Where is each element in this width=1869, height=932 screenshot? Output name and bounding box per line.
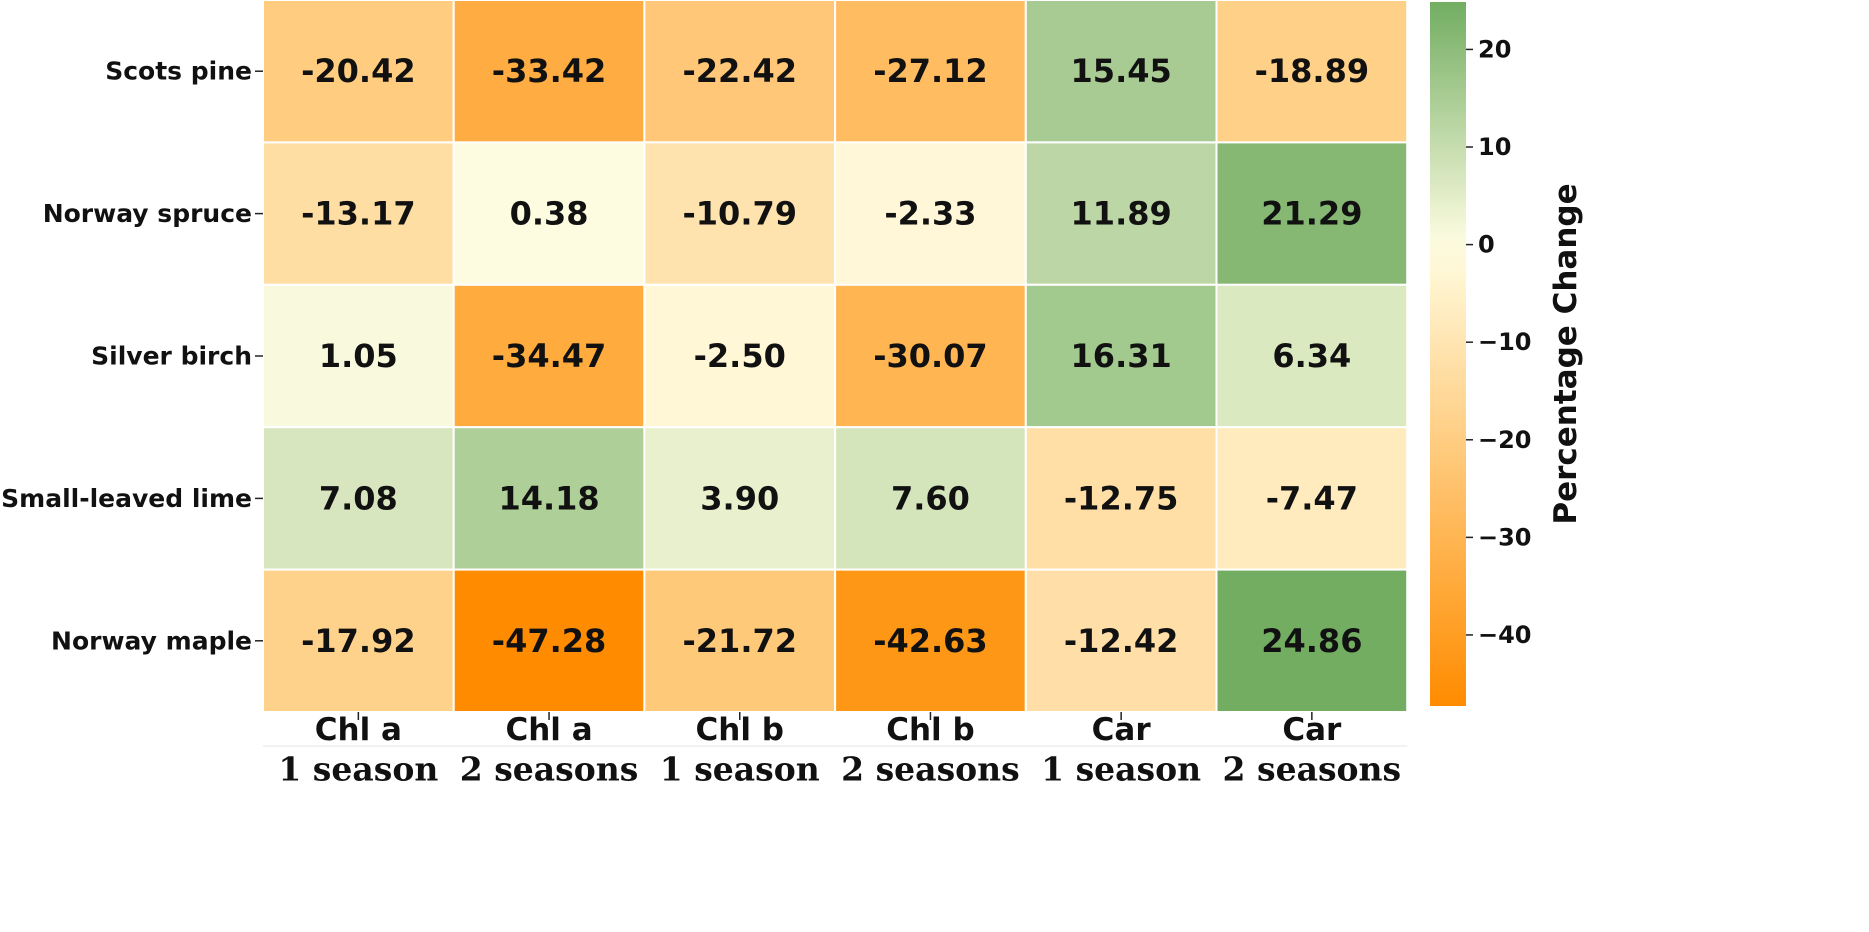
cell-value-label: -12.75: [1064, 479, 1179, 517]
heatmap-cell-r2-c2: [643, 283, 837, 429]
heatmap-cells: -20.42 -33.42 -22.42 -27.12 15.45 -18.89 -13.1…: [262, 0, 1409, 713]
cell-value-label: 1.05: [319, 337, 398, 375]
column-label-bottom: 2 seasons: [841, 750, 1020, 789]
colorbar-tick-label: −40: [1478, 621, 1532, 649]
heatmap-cell-r3-c4: [1024, 426, 1218, 571]
heatmap-cell-r4-c0: [262, 568, 455, 713]
heatmap-cell-r3-c2: [643, 426, 837, 571]
cell-value-label: 7.60: [891, 479, 970, 517]
heatmap-cell-r0-c3: [834, 0, 1027, 144]
cell-value-label: 21.29: [1261, 195, 1362, 233]
cell-value-label: 3.90: [700, 479, 779, 517]
cell-value-label: 16.31: [1071, 337, 1172, 375]
row-labels: Scots pine Norway spruce Silver birch Small…: [1, 57, 263, 655]
heatmap-cell-r1-c1: [452, 141, 646, 286]
cell-value-label: -30.07: [873, 337, 988, 375]
cell-value-label: -10.79: [683, 195, 798, 233]
cell-value-label: 7.08: [319, 479, 398, 517]
colorbar-gradient: [1430, 2, 1466, 706]
cell-value-label: -20.42: [301, 52, 416, 90]
heatmap-cell-r0-c2: [643, 0, 837, 144]
heatmap-cell-r1-c5: [1215, 141, 1409, 286]
heatmap-cell-r2-c3: [834, 283, 1027, 429]
column-label-top: Car: [1092, 712, 1152, 748]
column-label-top: Chl a: [315, 712, 402, 748]
cell-value-label: -7.47: [1266, 479, 1358, 517]
cell-value-label: -33.42: [492, 52, 607, 90]
heatmap-cell-r2-c4: [1024, 283, 1218, 429]
column-label-top: Chl b: [886, 712, 974, 748]
cell-value-label: -18.89: [1255, 52, 1370, 90]
colorbar: 20 10 0 −10 −20 −30 −40 Percentage Change: [1430, 2, 1584, 706]
column-label-bottom: 1 season: [1041, 750, 1201, 789]
row-label-norway-maple: Norway maple: [51, 626, 252, 655]
column-label-bottom: 1 season: [660, 750, 820, 789]
cell-value-label: 6.34: [1272, 337, 1351, 375]
heatmap-cell-r4-c2: [643, 568, 837, 713]
cell-value-label: -13.17: [301, 195, 416, 233]
cell-value-label: 11.89: [1071, 195, 1172, 233]
heatmap-cell-r1-c2: [643, 141, 837, 286]
cell-value-label: -47.28: [492, 622, 607, 660]
heatmap-cell-r0-c4: [1024, 0, 1218, 144]
cell-value-label: -27.12: [873, 52, 988, 90]
cell-value-label: 15.45: [1071, 52, 1172, 90]
colorbar-tick-label: −10: [1478, 328, 1532, 356]
heatmap-cell-r4-c1: [452, 568, 646, 713]
cell-value-label: -17.92: [301, 622, 416, 660]
column-label-top: Chl b: [696, 712, 784, 748]
row-label-norway-spruce: Norway spruce: [43, 199, 252, 228]
cell-value-label: -2.33: [884, 195, 976, 233]
cell-value-label: -42.63: [873, 622, 988, 660]
cell-value-label: -22.42: [683, 52, 798, 90]
row-label-scots-pine: Scots pine: [105, 57, 252, 86]
cell-value-label: 24.86: [1261, 622, 1362, 660]
column-label-bottom: 1 season: [278, 750, 438, 789]
heatmap-cell-r0-c5: [1215, 0, 1409, 144]
column-label-top: Car: [1282, 712, 1342, 748]
cell-value-label: -21.72: [683, 622, 798, 660]
colorbar-tick-label: 20: [1478, 35, 1511, 63]
cell-value-label: 0.38: [510, 195, 589, 233]
colorbar-label: Percentage Change: [1548, 183, 1584, 524]
column-label-top: Chl a: [505, 712, 592, 748]
row-label-small-leaved-lime: Small-leaved lime: [1, 484, 252, 513]
heatmap-cell-r3-c3: [834, 426, 1027, 571]
colorbar-tick-label: 0: [1478, 231, 1495, 259]
heatmap-cell-r0-c1: [452, 0, 646, 144]
heatmap-cell-r2-c1: [452, 283, 646, 429]
column-label-bottom: 2 seasons: [460, 750, 639, 789]
heatmap-cell-r1-c3: [834, 141, 1027, 286]
cell-value-label: -34.47: [492, 337, 607, 375]
cell-value-label: -2.50: [694, 337, 786, 375]
column-label-bottom: 2 seasons: [1223, 750, 1402, 789]
cell-value-label: 14.18: [498, 479, 599, 517]
heatmap-cell-r2-c5: [1215, 283, 1409, 429]
heatmap-cell-r3-c5: [1215, 426, 1409, 571]
heatmap-cell-r3-c1: [452, 426, 646, 571]
row-label-silver-birch: Silver birch: [91, 342, 252, 371]
heatmap-cell-r4-c5: [1215, 568, 1409, 713]
heatmap-cell-r0-c0: [262, 0, 455, 144]
cell-value-label: -12.42: [1064, 622, 1179, 660]
heatmap-cell-r1-c0: [262, 141, 455, 286]
colorbar-tick-label: −30: [1478, 523, 1532, 551]
heatmap-cell-r2-c0: [262, 283, 455, 429]
colorbar-tick-label: −20: [1478, 426, 1532, 454]
colorbar-tick-label: 10: [1478, 133, 1511, 161]
heatmap-cell-r3-c0: [262, 426, 455, 571]
